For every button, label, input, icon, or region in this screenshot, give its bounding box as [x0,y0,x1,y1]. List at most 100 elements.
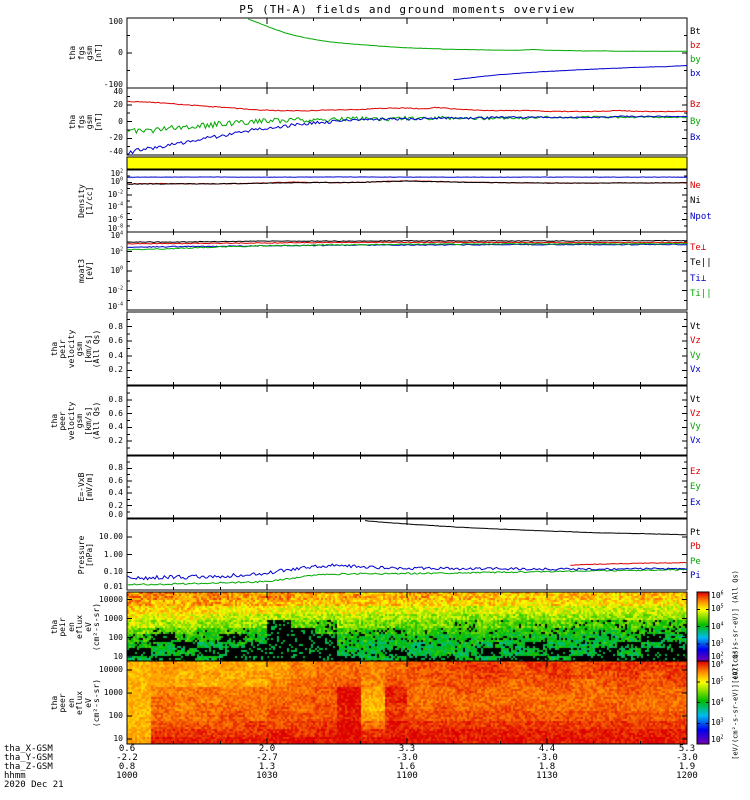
trace-label-Te⊥: Te⊥ [690,242,707,253]
y-axis-label: [nT] [93,111,103,132]
trace-label-Te||: Te|| [690,258,712,269]
y-axis-label: (All Qs) [92,329,102,368]
axis-row-value: 0.6 [118,744,136,754]
axis-row-value: -3.0 [676,753,698,763]
plot-title: P5 (TH-A) fields and ground moments over… [239,3,575,16]
y-tick-label: 0.10 [103,567,123,577]
y-tick-label: -100 [103,80,123,89]
axis-row-value: 1.8 [538,762,556,772]
y-tick-label: 10 [113,733,123,743]
y-tick-label: 100 [108,711,123,721]
y-axis-label: (All Qs) [92,401,102,440]
y-tick-label: 0.6 [108,336,123,346]
y-axis-label: [mV/m] [85,472,95,502]
y-tick-label: 0.4 [108,422,123,432]
y-tick-label: 0.0 [108,510,123,519]
y-tick-label: 0.6 [108,408,123,418]
trace-label-Ti||: Ti|| [690,289,712,300]
trace-label-Vt: Vt [690,394,701,405]
trace-label-Pb: Pb [690,542,701,553]
y-tick-label: 0.8 [108,394,123,404]
axis-row-value: -3.0 [396,753,418,763]
trace-label-By: By [690,116,701,127]
y-tick-label: 0.2 [108,436,123,446]
trace-label-Vz: Vz [690,408,701,419]
trace-label-Vt: Vt [690,321,701,332]
date-label: 2020 Dec 21 [4,780,64,790]
y-axis-label: (cm²-s-sr) [92,602,102,651]
axis-row-value: -2.7 [256,753,278,763]
y-tick-label: 10.00 [98,531,123,541]
axis-row-label-3: hhmm [4,771,26,781]
trace-label-Ex: Ex [690,497,701,508]
y-tick-label: 10-4 [107,202,123,212]
y-axis-label: [nPa] [85,542,95,567]
trace-label-Ey: Ey [690,482,701,492]
tha_peer_en_eflux-canvas [127,661,687,744]
axis-row-value: 1000 [116,771,138,781]
axis-row-value: 0.8 [118,762,136,772]
axis-row-label-2: tha_Z-GSM [4,762,53,772]
axis-row-value: 5.3 [678,744,696,754]
y-tick-label: 0.2 [108,365,123,375]
colorbar-tick-label: 106 [711,660,724,669]
trace-label-Vy: Vy [690,422,701,433]
axis-row-value: 4.4 [538,744,556,754]
y-tick-label: 10000 [98,594,123,604]
y-tick-label: 0.8 [108,321,123,331]
y-axis-label: [nT] [93,43,103,63]
y-axis-label: (cm²-s-sr) [92,678,102,727]
trace-label-Pt: Pt [690,528,701,539]
axis-row-value: 1.6 [398,762,416,772]
y-tick-label: 100 [110,266,123,275]
trace-label-Ez: Ez [690,466,701,477]
axis-row-value: 3.3 [398,744,416,754]
trace-label-Ni: Ni [690,196,701,206]
y-tick-label: 102 [110,169,123,178]
axis-row-value: 1030 [256,771,278,781]
tha_peir_en_eflux-canvas [127,592,687,661]
y-tick-label: 0.4 [108,488,123,498]
trace-label-bz: bz [690,41,701,51]
trace-label-Pi: Pi [690,570,701,581]
axis-row-value: 1.3 [258,762,276,772]
axis-row-value: 1.9 [678,762,696,772]
axis-row-value: 1130 [536,771,558,781]
colorbar-tick-label: 104 [711,697,724,707]
y-tick-label: 10-2 [107,189,123,199]
axis-row-value: -2.2 [116,753,138,763]
y-tick-label: 0 [118,116,123,126]
y-tick-label: 40 [113,87,123,96]
colorbar-tick-label: 106 [711,591,724,600]
colorbar-tick-label: 103 [711,638,724,648]
y-tick-label: 20 [113,99,123,109]
trace-label-by: by [690,55,701,65]
colorbar-tick-label: 103 [711,718,724,728]
y-tick-label: 10-4 [107,302,123,311]
axis-row-label-0: tha_X-GSM [4,744,53,754]
trace-label-Npot: Npot [690,211,712,222]
y-tick-label: 104 [110,231,123,240]
axis-row-value: 1200 [676,771,698,781]
y-tick-label: 0.8 [108,463,123,473]
y-tick-label: 10-6 [107,214,123,224]
y-tick-label: 100 [108,632,123,642]
y-tick-label: 0.2 [108,500,123,510]
y-tick-label: 1.00 [103,549,123,559]
axis-row-label-1: tha_Y-GSM [4,753,53,763]
trace-label-Vy: Vy [690,350,701,361]
trace-label-Bz: Bz [690,99,701,110]
trace-label-Ti⊥: Ti⊥ [690,273,707,284]
y-tick-label: 100 [108,17,123,26]
y-tick-label: 10000 [98,665,123,675]
trace-label-Bt: Bt [690,27,701,37]
colorbar-tick-label: 102 [711,735,724,744]
y-axis-label: [1/cc] [85,186,95,216]
trace-label-Bx: Bx [690,133,701,144]
trace-label-bx: bx [690,69,701,79]
y-axis-label: [eV] [85,261,95,281]
colorbar-tick-label: 104 [711,621,724,631]
y-tick-label: 102 [110,246,123,256]
